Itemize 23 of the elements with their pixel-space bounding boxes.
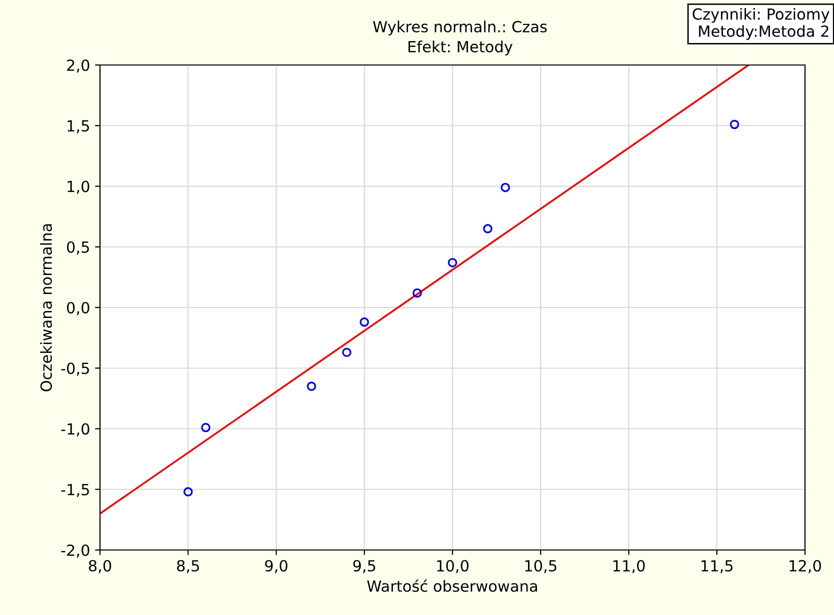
x-tick-label: 11,0 bbox=[613, 560, 645, 574]
x-tick-label: 9,0 bbox=[265, 560, 288, 574]
chart-title: Wykres normaln.: Czas bbox=[373, 20, 547, 36]
y-tick-label: -2,0 bbox=[61, 544, 90, 558]
x-tick-label: 10,5 bbox=[525, 560, 556, 574]
chart-subtitle: Efekt: Metody bbox=[408, 40, 513, 56]
x-tick-label: 10,0 bbox=[437, 560, 468, 574]
y-tick-label: 1,0 bbox=[68, 180, 90, 194]
text: Czynniki: Poziomy Metody:Metoda 2 bbox=[692, 8, 830, 40]
x-axis-title: Wartość obserwowana bbox=[367, 579, 537, 592]
x-tick-label: 8,0 bbox=[88, 560, 112, 574]
y-tick-label: -1,0 bbox=[61, 423, 90, 436]
x-tick-label: 12,0 bbox=[790, 560, 821, 574]
y-tick-label: -1,5 bbox=[61, 484, 89, 497]
y-tick-label: 0,5 bbox=[66, 241, 89, 254]
y-tick-label: 2,0 bbox=[67, 59, 90, 73]
y-tick-label: 1,5 bbox=[68, 120, 89, 134]
x-tick-label: 8,5 bbox=[177, 560, 199, 574]
x-tick-label: 9,5 bbox=[353, 560, 376, 574]
y-tick-label: 0,0 bbox=[66, 302, 90, 316]
x-tick-label: 11,5 bbox=[702, 560, 733, 574]
y-tick-label: -0,5 bbox=[61, 362, 89, 376]
y-axis-title: Oczekiwana normalna bbox=[40, 224, 52, 392]
